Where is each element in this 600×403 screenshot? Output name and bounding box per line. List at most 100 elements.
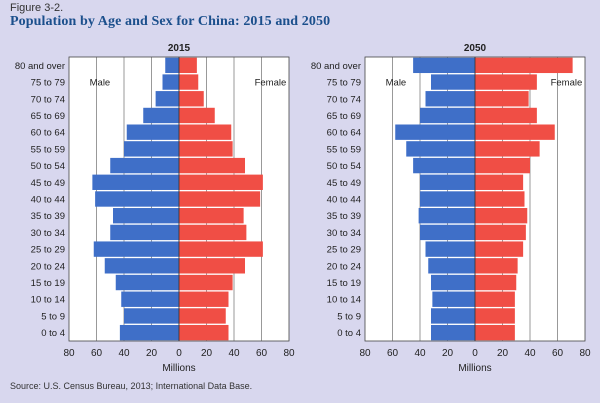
male-bar [104,258,179,274]
age-group-label: 40 to 44 [31,195,65,206]
male-bar [93,241,179,257]
female-bar [179,91,204,107]
x-tick-label: 0 [176,348,182,359]
female-bar [475,141,540,157]
age-group-label: 40 to 44 [327,195,361,206]
male-bar [431,308,475,324]
female-bar [179,191,261,207]
age-group-label: 45 to 49 [327,178,361,189]
male-bar [425,91,475,107]
male-bar [126,124,179,140]
male-bar [413,57,475,74]
age-group-label: 5 to 9 [337,311,361,322]
female-bar [475,291,515,307]
age-group-label: 70 to 74 [31,94,65,105]
male-bar [113,208,179,224]
age-group-label: 0 to 4 [41,328,65,339]
female-bar [475,274,517,291]
male-bar [425,241,475,257]
male-bar [420,224,475,241]
female-bar [475,241,524,257]
female-bar [179,274,233,291]
male-legend-label: Male [90,78,111,89]
female-bar [179,291,229,307]
female-bar [475,174,524,190]
female-bar [179,141,233,157]
x-tick-label: 80 [283,348,295,359]
age-group-label: 0 to 4 [337,328,361,339]
age-group-label: 60 to 64 [31,128,65,139]
male-bar [431,74,475,90]
male-bar [395,124,475,140]
female-bar [475,258,518,274]
x-tick-label: 40 [118,348,130,359]
age-group-label: 30 to 34 [31,228,65,239]
x-tick-label: 40 [228,348,240,359]
age-group-label: 15 to 19 [327,278,361,289]
age-group-label: 20 to 24 [31,261,65,272]
chart-title-2050: 2050 [464,43,487,54]
female-bar [179,241,263,257]
male-bar [432,291,475,307]
age-group-label: 10 to 14 [327,295,361,306]
male-bar [418,208,475,224]
female-bar [475,107,537,124]
male-legend-label: Male [386,78,407,89]
age-group-label: 65 to 69 [31,111,65,122]
age-group-label: 30 to 34 [327,228,361,239]
male-bar [124,308,179,324]
figure-label: Figure 3-2. [10,2,64,14]
male-bar [431,324,475,341]
age-group-label: 55 to 59 [31,144,65,155]
female-bar [179,224,247,241]
male-bar [119,324,179,341]
age-group-label: 50 to 54 [327,161,361,172]
male-bar [162,74,179,90]
age-group-label: 50 to 54 [31,161,65,172]
male-bar [115,274,179,291]
female-bar [179,157,245,174]
age-group-label: 35 to 39 [31,211,65,222]
female-bar [179,258,245,274]
age-group-label: 75 to 79 [327,78,361,89]
male-bar [92,174,179,190]
male-bar [165,57,179,74]
x-tick-label: 40 [414,348,426,359]
x-tick-label: 20 [442,348,454,359]
figure-title: Population by Age and Sex for China: 201… [10,14,331,29]
source-note: Source: U.S. Census Bureau, 2013; Intern… [10,381,253,391]
age-group-label: 20 to 24 [327,261,361,272]
female-bar [179,174,263,190]
female-bar [475,208,528,224]
female-bar [475,224,526,241]
age-group-label: 5 to 9 [41,311,65,322]
age-group-label: 80 and over [311,61,361,72]
x-tick-label: 20 [497,348,509,359]
female-bar [179,57,197,74]
age-group-label: 80 and over [15,61,65,72]
x-tick-label: 60 [552,348,564,359]
age-group-label: 45 to 49 [31,178,65,189]
female-bar [179,107,215,124]
female-bar [179,308,226,324]
female-bar [179,124,232,140]
female-legend-label: Female [255,78,287,89]
age-group-label: 25 to 29 [327,245,361,256]
age-group-label: 55 to 59 [327,144,361,155]
male-bar [155,91,179,107]
male-bar [110,157,179,174]
male-bar [95,191,179,207]
male-bar [121,291,179,307]
female-bar [475,157,530,174]
x-tick-label: 60 [91,348,103,359]
female-bar [475,308,515,324]
female-bar [475,324,515,341]
female-bar [475,57,573,74]
female-bar [179,74,199,90]
male-bar [124,141,179,157]
age-group-label: 35 to 39 [327,211,361,222]
female-bar [475,74,537,90]
x-axis-label: Millions [162,363,195,374]
male-bar [420,174,475,190]
